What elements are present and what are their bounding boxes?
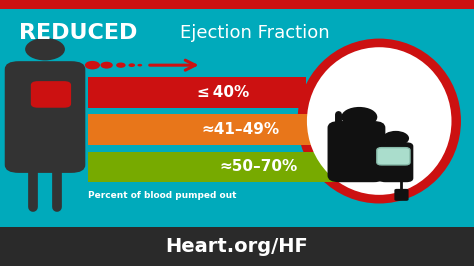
Circle shape <box>116 63 126 68</box>
Circle shape <box>25 38 65 60</box>
Circle shape <box>85 61 100 69</box>
FancyBboxPatch shape <box>328 121 385 182</box>
FancyBboxPatch shape <box>378 142 413 182</box>
Ellipse shape <box>298 39 461 203</box>
Text: ≈41–49%: ≈41–49% <box>201 122 280 137</box>
Text: Percent of blood pumped out: Percent of blood pumped out <box>88 191 236 200</box>
Circle shape <box>100 62 113 69</box>
Circle shape <box>128 63 135 67</box>
FancyBboxPatch shape <box>88 77 306 108</box>
FancyBboxPatch shape <box>394 189 409 201</box>
FancyBboxPatch shape <box>377 148 410 165</box>
Ellipse shape <box>307 47 451 195</box>
FancyBboxPatch shape <box>0 0 474 9</box>
Text: Ejection Fraction: Ejection Fraction <box>180 24 330 42</box>
Text: ≈50–70%: ≈50–70% <box>219 159 297 174</box>
Text: Heart.org/HF: Heart.org/HF <box>165 237 309 256</box>
FancyBboxPatch shape <box>88 114 334 145</box>
FancyBboxPatch shape <box>31 81 71 108</box>
Circle shape <box>383 131 409 146</box>
Text: ≤ 40%: ≤ 40% <box>197 85 249 100</box>
Circle shape <box>137 64 142 66</box>
FancyBboxPatch shape <box>88 152 363 182</box>
FancyBboxPatch shape <box>5 61 85 173</box>
FancyBboxPatch shape <box>0 227 474 266</box>
Text: REDUCED: REDUCED <box>19 23 137 43</box>
Circle shape <box>341 107 377 127</box>
